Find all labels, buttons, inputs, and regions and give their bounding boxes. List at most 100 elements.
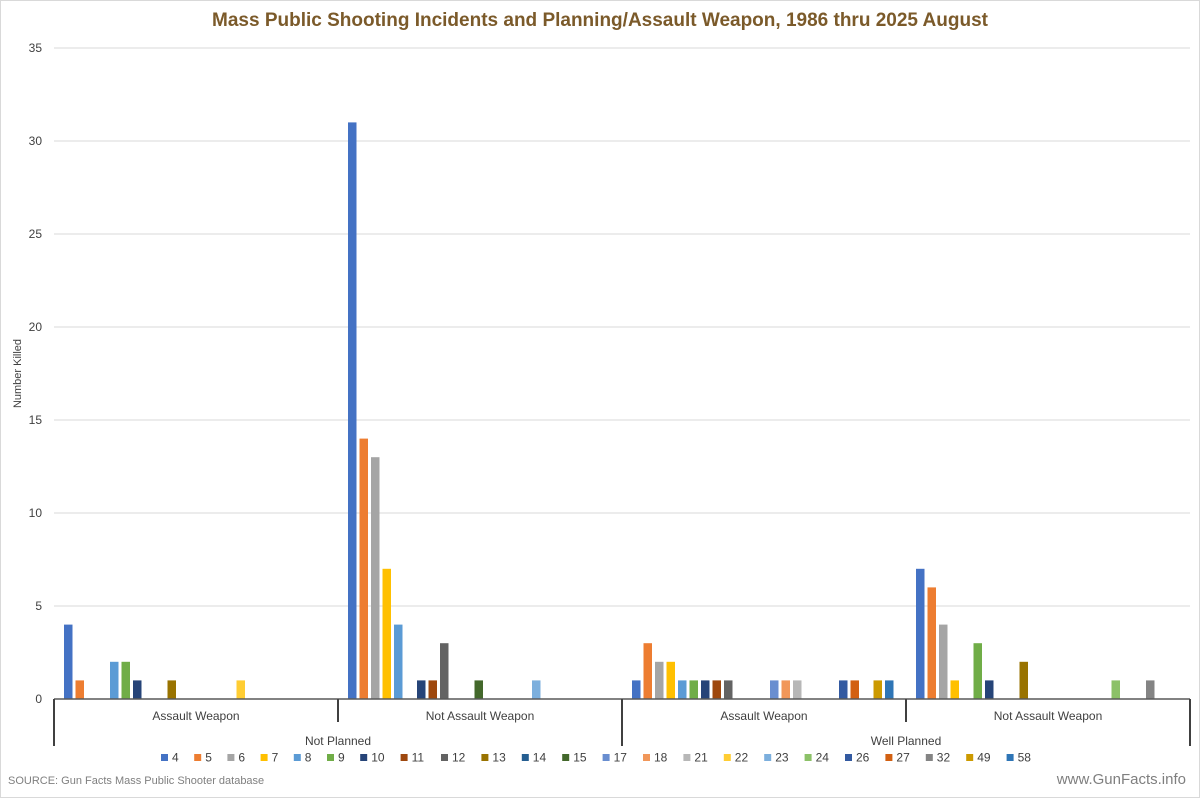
legend-swatch bbox=[161, 754, 168, 761]
legend-label: 21 bbox=[694, 751, 708, 765]
bar bbox=[939, 624, 948, 699]
legend-label: 58 bbox=[1018, 751, 1032, 765]
legend-label: 17 bbox=[614, 751, 628, 765]
bar bbox=[532, 680, 541, 699]
site-url[interactable]: www.GunFacts.info bbox=[1056, 771, 1186, 788]
bar bbox=[133, 680, 142, 699]
bar bbox=[689, 680, 698, 699]
category-label: Assault Weapon bbox=[152, 709, 239, 723]
legend-swatch bbox=[562, 754, 570, 761]
bar bbox=[873, 680, 882, 699]
bar bbox=[916, 568, 925, 699]
bar bbox=[678, 680, 687, 699]
legend-label: 7 bbox=[272, 751, 279, 765]
legend-label: 14 bbox=[533, 751, 547, 765]
y-tick-label: 20 bbox=[29, 320, 43, 334]
category-label: Assault Weapon bbox=[720, 709, 807, 723]
bar bbox=[781, 680, 790, 699]
bar bbox=[985, 680, 994, 699]
legend-label: 27 bbox=[896, 751, 910, 765]
y-tick-label: 15 bbox=[29, 413, 43, 427]
chart-title: Mass Public Shooting Incidents and Plann… bbox=[212, 10, 988, 31]
y-tick-label: 30 bbox=[29, 134, 43, 148]
bar bbox=[712, 680, 721, 699]
bar bbox=[655, 661, 664, 699]
legend-label: 12 bbox=[452, 751, 466, 765]
legend-swatch bbox=[521, 754, 529, 761]
legend-label: 13 bbox=[492, 751, 506, 765]
legend-label: 5 bbox=[205, 751, 212, 765]
y-tick-label: 5 bbox=[35, 599, 42, 613]
bar bbox=[428, 680, 437, 699]
bar bbox=[1146, 680, 1155, 699]
legend-swatch bbox=[194, 754, 202, 761]
legend-label: 18 bbox=[654, 751, 668, 765]
legend-swatch bbox=[227, 754, 235, 761]
legend-swatch bbox=[260, 754, 268, 761]
bar bbox=[973, 643, 982, 699]
legend-swatch bbox=[683, 754, 691, 761]
bar bbox=[75, 680, 84, 699]
bar bbox=[643, 643, 652, 699]
bar bbox=[701, 680, 710, 699]
category-label: Not Assault Weapon bbox=[994, 709, 1103, 723]
bar bbox=[371, 457, 380, 699]
legend-swatch bbox=[925, 754, 933, 761]
bar bbox=[770, 680, 779, 699]
bar bbox=[927, 587, 936, 699]
bar bbox=[474, 680, 483, 699]
legend-label: 49 bbox=[977, 751, 991, 765]
legend-swatch bbox=[441, 754, 448, 761]
legend-swatch bbox=[1006, 754, 1014, 761]
bar bbox=[64, 624, 73, 699]
bar bbox=[417, 680, 426, 699]
y-tick-label: 35 bbox=[29, 41, 43, 55]
y-tick-label: 25 bbox=[29, 227, 43, 241]
category-label: Not Assault Weapon bbox=[426, 709, 535, 723]
bar bbox=[359, 438, 368, 699]
source-note: SOURCE: Gun Facts Mass Public Shooter da… bbox=[8, 775, 265, 787]
legend-label: 23 bbox=[775, 751, 789, 765]
bar bbox=[666, 661, 675, 699]
legend-label: 15 bbox=[573, 751, 587, 765]
bar bbox=[885, 680, 894, 699]
legend-swatch bbox=[804, 754, 812, 761]
legend-swatch bbox=[400, 754, 408, 761]
bar bbox=[382, 568, 391, 699]
group-label: Not Planned bbox=[305, 734, 371, 748]
y-tick-label: 0 bbox=[35, 692, 42, 706]
bar bbox=[440, 643, 449, 699]
legend-label: 9 bbox=[338, 751, 345, 765]
bar bbox=[236, 680, 245, 699]
legend-swatch bbox=[764, 754, 772, 761]
bar bbox=[839, 680, 848, 699]
legend-swatch bbox=[602, 754, 610, 761]
legend-label: 11 bbox=[412, 751, 425, 765]
group-label: Well Planned bbox=[871, 734, 942, 748]
bar bbox=[793, 680, 802, 699]
legend-label: 26 bbox=[856, 751, 870, 765]
legend-label: 32 bbox=[937, 751, 951, 765]
y-tick-label: 10 bbox=[29, 506, 43, 520]
legend-swatch bbox=[481, 754, 489, 761]
bar bbox=[1111, 680, 1120, 699]
bar bbox=[110, 661, 119, 699]
legend-swatch bbox=[360, 754, 368, 761]
bar bbox=[348, 122, 357, 699]
legend-label: 24 bbox=[816, 751, 830, 765]
bar bbox=[850, 680, 859, 699]
legend-swatch bbox=[723, 754, 731, 761]
legend-swatch bbox=[327, 754, 334, 761]
legend-swatch bbox=[643, 754, 650, 761]
legend-label: 4 bbox=[172, 751, 179, 765]
bar bbox=[950, 680, 959, 699]
legend-swatch bbox=[885, 754, 893, 761]
legend-label: 8 bbox=[305, 751, 312, 765]
legend-label: 6 bbox=[238, 751, 245, 765]
bar bbox=[1019, 661, 1028, 699]
bar bbox=[724, 680, 733, 699]
legend-swatch bbox=[966, 754, 974, 761]
bar bbox=[632, 680, 641, 699]
legend-label: 10 bbox=[371, 751, 385, 765]
